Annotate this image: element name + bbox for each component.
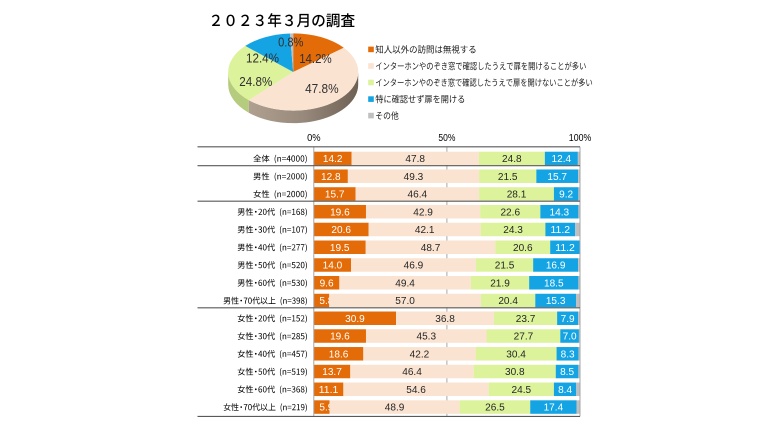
svg-text:5.8: 5.8: [319, 296, 334, 307]
svg-text:30.9: 30.9: [345, 314, 365, 325]
svg-text:17.4: 17.4: [544, 403, 564, 414]
svg-text:23.7: 23.7: [516, 314, 536, 325]
svg-text:20.6: 20.6: [513, 243, 533, 254]
svg-text:12.4: 12.4: [552, 154, 572, 165]
svg-text:42.1: 42.1: [415, 225, 435, 236]
svg-text:30.8: 30.8: [505, 367, 525, 378]
svg-text:0%: 0%: [307, 133, 321, 144]
svg-text:22.6: 22.6: [500, 207, 520, 218]
svg-text:7.0: 7.0: [563, 332, 578, 343]
svg-text:46.4: 46.4: [408, 190, 428, 201]
svg-text:47.8: 47.8: [405, 154, 425, 165]
svg-text:47.8%: 47.8%: [305, 81, 339, 96]
svg-text:24.5: 24.5: [512, 385, 532, 396]
svg-text:5.9: 5.9: [319, 403, 333, 414]
svg-text:18.5: 18.5: [544, 278, 564, 289]
svg-text:42.2: 42.2: [410, 349, 430, 360]
svg-text:36.8: 36.8: [435, 314, 455, 325]
svg-text:16.9: 16.9: [546, 261, 566, 272]
svg-text:45.3: 45.3: [416, 332, 436, 343]
svg-text:49.4: 49.4: [395, 278, 415, 289]
svg-text:15.7: 15.7: [547, 172, 567, 183]
svg-text:11.2: 11.2: [551, 225, 571, 236]
svg-text:14.2: 14.2: [323, 154, 343, 165]
svg-text:21.5: 21.5: [495, 261, 515, 272]
svg-text:19.6: 19.6: [330, 332, 350, 343]
svg-text:8.3: 8.3: [561, 349, 576, 360]
svg-text:42.9: 42.9: [413, 207, 433, 218]
svg-text:24.8%: 24.8%: [239, 74, 272, 89]
svg-text:21.9: 21.9: [490, 278, 510, 289]
svg-text:14.3: 14.3: [550, 207, 570, 218]
svg-text:19.5: 19.5: [330, 243, 350, 254]
svg-text:14.2%: 14.2%: [299, 51, 332, 66]
svg-text:12.8: 12.8: [321, 172, 341, 183]
svg-text:50%: 50%: [438, 133, 455, 144]
svg-text:9.6: 9.6: [320, 278, 335, 289]
svg-text:20.4: 20.4: [498, 296, 518, 307]
svg-text:11.2: 11.2: [555, 243, 575, 254]
svg-text:8.5: 8.5: [560, 367, 575, 378]
svg-text:11.1: 11.1: [319, 385, 339, 396]
svg-text:15.7: 15.7: [325, 190, 345, 201]
svg-text:48.7: 48.7: [421, 243, 441, 254]
svg-text:15.3: 15.3: [546, 296, 566, 307]
svg-text:13.7: 13.7: [322, 367, 342, 378]
svg-text:19.6: 19.6: [330, 207, 350, 218]
svg-text:30.4: 30.4: [506, 349, 526, 360]
svg-text:46.4: 46.4: [402, 367, 422, 378]
svg-text:28.1: 28.1: [507, 190, 527, 201]
svg-text:20.6: 20.6: [331, 225, 351, 236]
svg-text:57.0: 57.0: [395, 296, 415, 307]
svg-text:8.4: 8.4: [558, 385, 573, 396]
svg-text:21.5: 21.5: [498, 172, 518, 183]
svg-text:49.3: 49.3: [404, 172, 424, 183]
svg-text:12.4%: 12.4%: [246, 50, 279, 65]
svg-text:0.8%: 0.8%: [278, 34, 304, 49]
svg-text:7.9: 7.9: [561, 314, 575, 325]
svg-text:46.9: 46.9: [404, 261, 424, 272]
svg-text:26.5: 26.5: [485, 403, 505, 414]
svg-text:18.6: 18.6: [329, 349, 349, 360]
svg-text:14.0: 14.0: [323, 261, 343, 272]
svg-text:100%: 100%: [569, 133, 592, 144]
svg-text:54.6: 54.6: [406, 385, 426, 396]
svg-text:24.8: 24.8: [502, 154, 522, 165]
svg-text:27.7: 27.7: [514, 332, 534, 343]
svg-text:48.9: 48.9: [385, 403, 405, 414]
svg-text:9.2: 9.2: [559, 190, 573, 201]
svg-text:24.3: 24.3: [503, 225, 523, 236]
